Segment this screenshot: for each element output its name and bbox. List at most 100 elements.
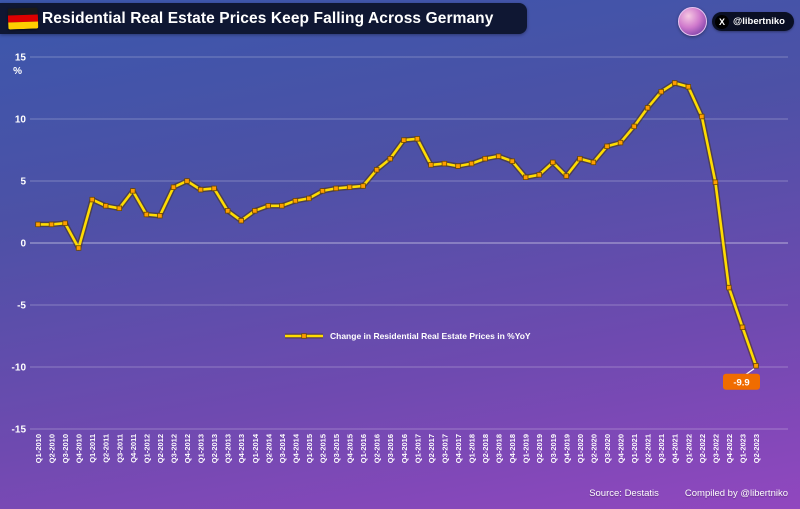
x-tick-label: Q1-2022 (684, 434, 693, 463)
x-tick-label: Q4-2010 (75, 434, 84, 463)
x-tick-label: Q2-2023 (752, 434, 761, 463)
data-point-marker (523, 174, 529, 180)
data-point-marker (672, 80, 678, 86)
y-axis-unit-label: % (13, 66, 22, 77)
data-point-marker (685, 84, 691, 90)
data-point-marker (726, 284, 732, 291)
data-point-marker (130, 188, 136, 194)
data-point-marker (252, 208, 258, 214)
data-point-marker (644, 105, 651, 111)
avatar (677, 7, 707, 36)
data-point-marker (577, 155, 583, 162)
data-point-marker (360, 183, 366, 189)
annotation-value: -9.9 (733, 377, 749, 388)
data-point-marker (238, 217, 244, 224)
data-point-marker (184, 178, 190, 184)
x-tick-label: Q4-2016 (400, 434, 409, 463)
data-point-marker (143, 211, 150, 218)
data-point-marker (170, 184, 177, 190)
data-point-marker (197, 186, 204, 193)
data-point-marker (509, 158, 515, 164)
data-point-marker (48, 221, 55, 228)
flag-stripe-gold (8, 21, 39, 30)
x-tick-label: Q4-2020 (617, 434, 626, 463)
data-point-marker (604, 143, 610, 149)
footer: Source: Destatis Compiled by @libertniko (589, 488, 788, 499)
x-tick-label: Q3-2010 (61, 434, 70, 463)
x-tick-label: Q4-2011 (129, 434, 138, 463)
y-tick-label: -5 (17, 301, 26, 312)
chart-title: Residential Real Estate Prices Keep Fall… (42, 10, 494, 27)
legend-marker (301, 333, 307, 339)
x-tick-label: Q4-2017 (454, 434, 463, 463)
data-point-marker (387, 155, 393, 162)
handle-badge: X @libertniko (711, 12, 794, 31)
data-point-marker (279, 203, 285, 209)
x-tick-label: Q2-2021 (644, 434, 653, 463)
x-tick-label: Q4-2013 (237, 434, 246, 463)
data-point-marker (617, 139, 624, 146)
x-tick-label: Q1-2010 (34, 434, 43, 463)
data-point-marker (89, 196, 95, 203)
y-tick-label: 10 (15, 115, 27, 126)
x-tick-label: Q3-2011 (115, 434, 124, 463)
x-tick-label: Q4-2021 (671, 434, 680, 463)
x-tick-label: Q3-2015 (332, 434, 341, 463)
data-point-marker (699, 113, 705, 120)
data-point-marker (373, 167, 380, 173)
x-tick-label: Q2-2010 (48, 434, 57, 463)
x-tick-label: Q3-2012 (170, 434, 179, 463)
data-point-marker (631, 123, 637, 130)
germany-flag-icon (7, 7, 39, 30)
data-point-marker (333, 185, 339, 192)
x-tick-label: Q1-2012 (142, 434, 151, 463)
data-point-marker (739, 324, 746, 330)
x-tick-label: Q1-2014 (251, 433, 260, 463)
data-point-marker (265, 203, 271, 209)
data-point-marker (658, 89, 664, 95)
x-tick-label: Q4-2022 (725, 434, 734, 463)
x-tick-label: Q1-2016 (359, 434, 368, 463)
price-line-outline (35, 80, 759, 369)
data-point-marker (346, 184, 353, 190)
y-tick-label: 5 (20, 177, 26, 188)
price-line (36, 81, 758, 368)
y-tick-label: -15 (12, 425, 27, 436)
x-tick-label: Q2-2014 (264, 433, 273, 463)
data-point-marker (428, 162, 434, 168)
x-tick-label: Q3-2014 (278, 433, 287, 463)
data-point-marker (441, 160, 448, 167)
x-tick-label: Q2-2012 (156, 434, 165, 463)
x-tick-label: Q3-2018 (495, 434, 504, 463)
x-tick-label: Q1-2015 (305, 434, 314, 463)
annotation-box (723, 373, 760, 390)
x-tick-label: Q4-2019 (562, 434, 571, 463)
data-point-marker (495, 153, 502, 159)
data-point-marker (75, 245, 82, 251)
x-tick-label: Q1-2018 (468, 434, 477, 463)
x-tick-label: Q4-2012 (183, 434, 192, 463)
x-tick-label: Q3-2021 (657, 434, 666, 463)
x-tick-label: Q3-2020 (603, 434, 612, 463)
x-tick-label: Q2-2013 (210, 434, 219, 463)
x-tick-label: Q2-2018 (481, 434, 490, 463)
data-point-marker (468, 160, 475, 167)
x-logo-icon: X (714, 14, 729, 29)
x-tick-label: Q2-2016 (373, 434, 382, 463)
handle-text: @libertniko (732, 16, 785, 27)
data-point-marker (62, 220, 68, 226)
x-tick-label: Q1-2020 (576, 434, 585, 463)
y-tick-label: 15 (15, 53, 27, 64)
x-tick-label: Q2-2011 (102, 434, 111, 463)
source-text: Source: Destatis (589, 488, 659, 499)
x-tick-label: Q3-2017 (440, 434, 449, 463)
data-point-marker (224, 208, 231, 214)
y-tick-label: 0 (20, 239, 26, 250)
x-logo-glyph: X (718, 16, 725, 27)
x-tick-label: Q1-2013 (197, 434, 206, 463)
data-point-marker (563, 173, 569, 179)
x-tick-label: Q1-2011 (88, 434, 97, 463)
x-tick-label: Q1-2019 (522, 434, 531, 463)
title-bar: Residential Real Estate Prices Keep Fall… (0, 3, 527, 34)
